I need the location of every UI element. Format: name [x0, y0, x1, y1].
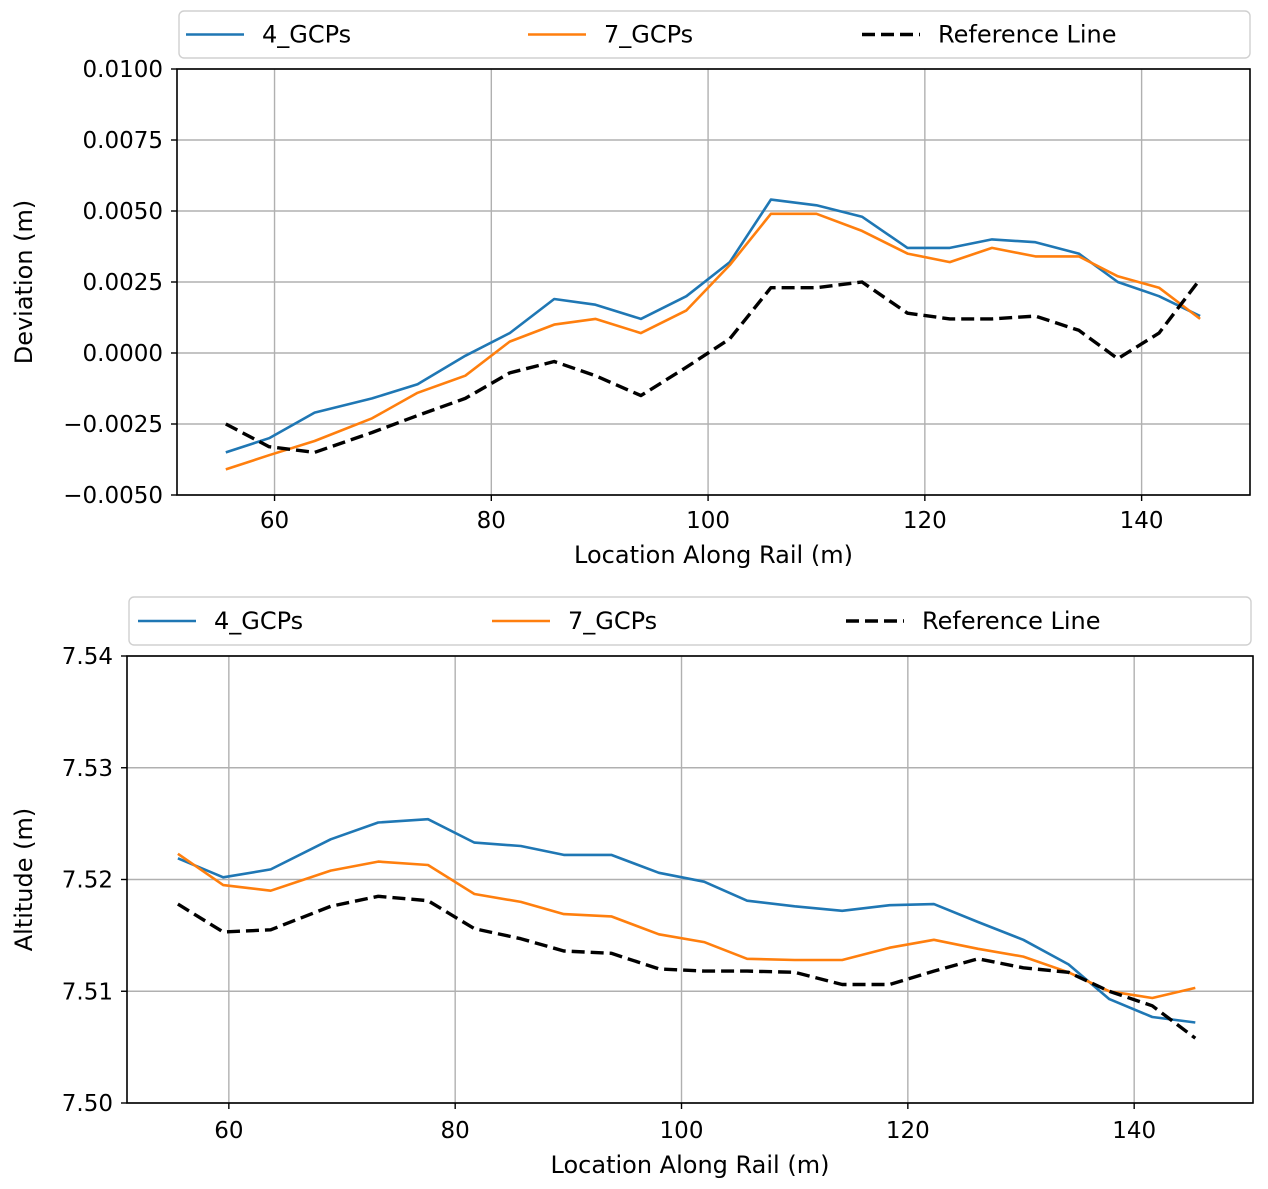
chart-0-series-7-gcps: [225, 212, 1201, 471]
chart-0-y-tick-label-6: 0.0100: [83, 57, 163, 83]
chart-0-legend-box: [178, 10, 1251, 59]
chart-0-x-tick-label-0: 60: [260, 508, 289, 534]
chart-1-y-tick-label-4: 7.54: [62, 644, 113, 670]
chart-1-legend-box: [128, 596, 1252, 646]
chart-0-x-tick-label-4: 140: [1120, 508, 1164, 534]
altitude-chart: 60 80 100 120 140 7.50 7.51 7.52 7.53 7.54 Locatio…: [10, 596, 1254, 1179]
chart-1-y-axis-label: Altitude (m): [10, 808, 38, 952]
chart-0-series-4-gcps: [225, 198, 1201, 454]
chart-1-series-4-gcps: [177, 817, 1196, 1024]
chart-0-y-tick-label-4: 0.0050: [83, 199, 163, 225]
chart-1-legend: 4_GCPs 7_GCPs Reference Line: [128, 596, 1252, 646]
chart-1-legend-label-1: 7_GCPs: [568, 607, 657, 635]
chart-1-series-7-gcps: [177, 852, 1196, 1000]
chart-0-legend-label-2: Reference Line: [938, 21, 1117, 49]
chart-0-y-tick-label-2: 0.0000: [83, 341, 163, 367]
chart-1-y-tick-label-0: 7.50: [62, 1091, 113, 1117]
chart-1-y-tick-label-3: 7.53: [62, 756, 113, 782]
chart-1-x-axis-label: Location Along Rail (m): [551, 1151, 830, 1179]
chart-1-series-reference-line: [177, 894, 1197, 1040]
chart-0-x-axis-label: Location Along Rail (m): [574, 541, 853, 569]
chart-1-y-tick-label-2: 7.52: [62, 868, 113, 894]
chart-0-y-tick-label-3: 0.0025: [83, 270, 163, 296]
chart-0-y-tick-label-1: −0.0025: [63, 412, 163, 438]
chart-1-legend-label-0: 4_GCPs: [214, 607, 303, 635]
chart-1-x-tick-label-0: 60: [214, 1118, 243, 1144]
chart-0-y-axis-label: Deviation (m): [10, 200, 38, 365]
chart-0-x-tick-label-1: 80: [477, 508, 506, 534]
chart-0-legend: 4_GCPs 7_GCPs Reference Line: [178, 10, 1251, 59]
chart-1-y-tick-label-1: 7.51: [62, 979, 113, 1005]
chart-0-legend-label-1: 7_GCPs: [604, 21, 693, 49]
chart-1-x-tick-label-4: 140: [1112, 1118, 1156, 1144]
chart-0-x-tick-label-2: 100: [686, 508, 730, 534]
chart-1-x-tick-label-2: 100: [660, 1118, 704, 1144]
chart-1-x-tick-label-1: 80: [441, 1118, 470, 1144]
chart-0-x-tick-label-3: 120: [903, 508, 947, 534]
chart-1-legend-label-2: Reference Line: [922, 607, 1101, 635]
deviation-chart: 60 80 100 120 140 −0.0050 −0.0025 0.0000 0.0025 0…: [10, 10, 1251, 569]
chart-0-y-tick-label-5: 0.0075: [83, 128, 163, 154]
chart-0-legend-label-0: 4_GCPs: [262, 21, 351, 49]
chart-0-y-tick-label-0: −0.0050: [63, 483, 163, 509]
chart-1-x-tick-label-3: 120: [886, 1118, 930, 1144]
